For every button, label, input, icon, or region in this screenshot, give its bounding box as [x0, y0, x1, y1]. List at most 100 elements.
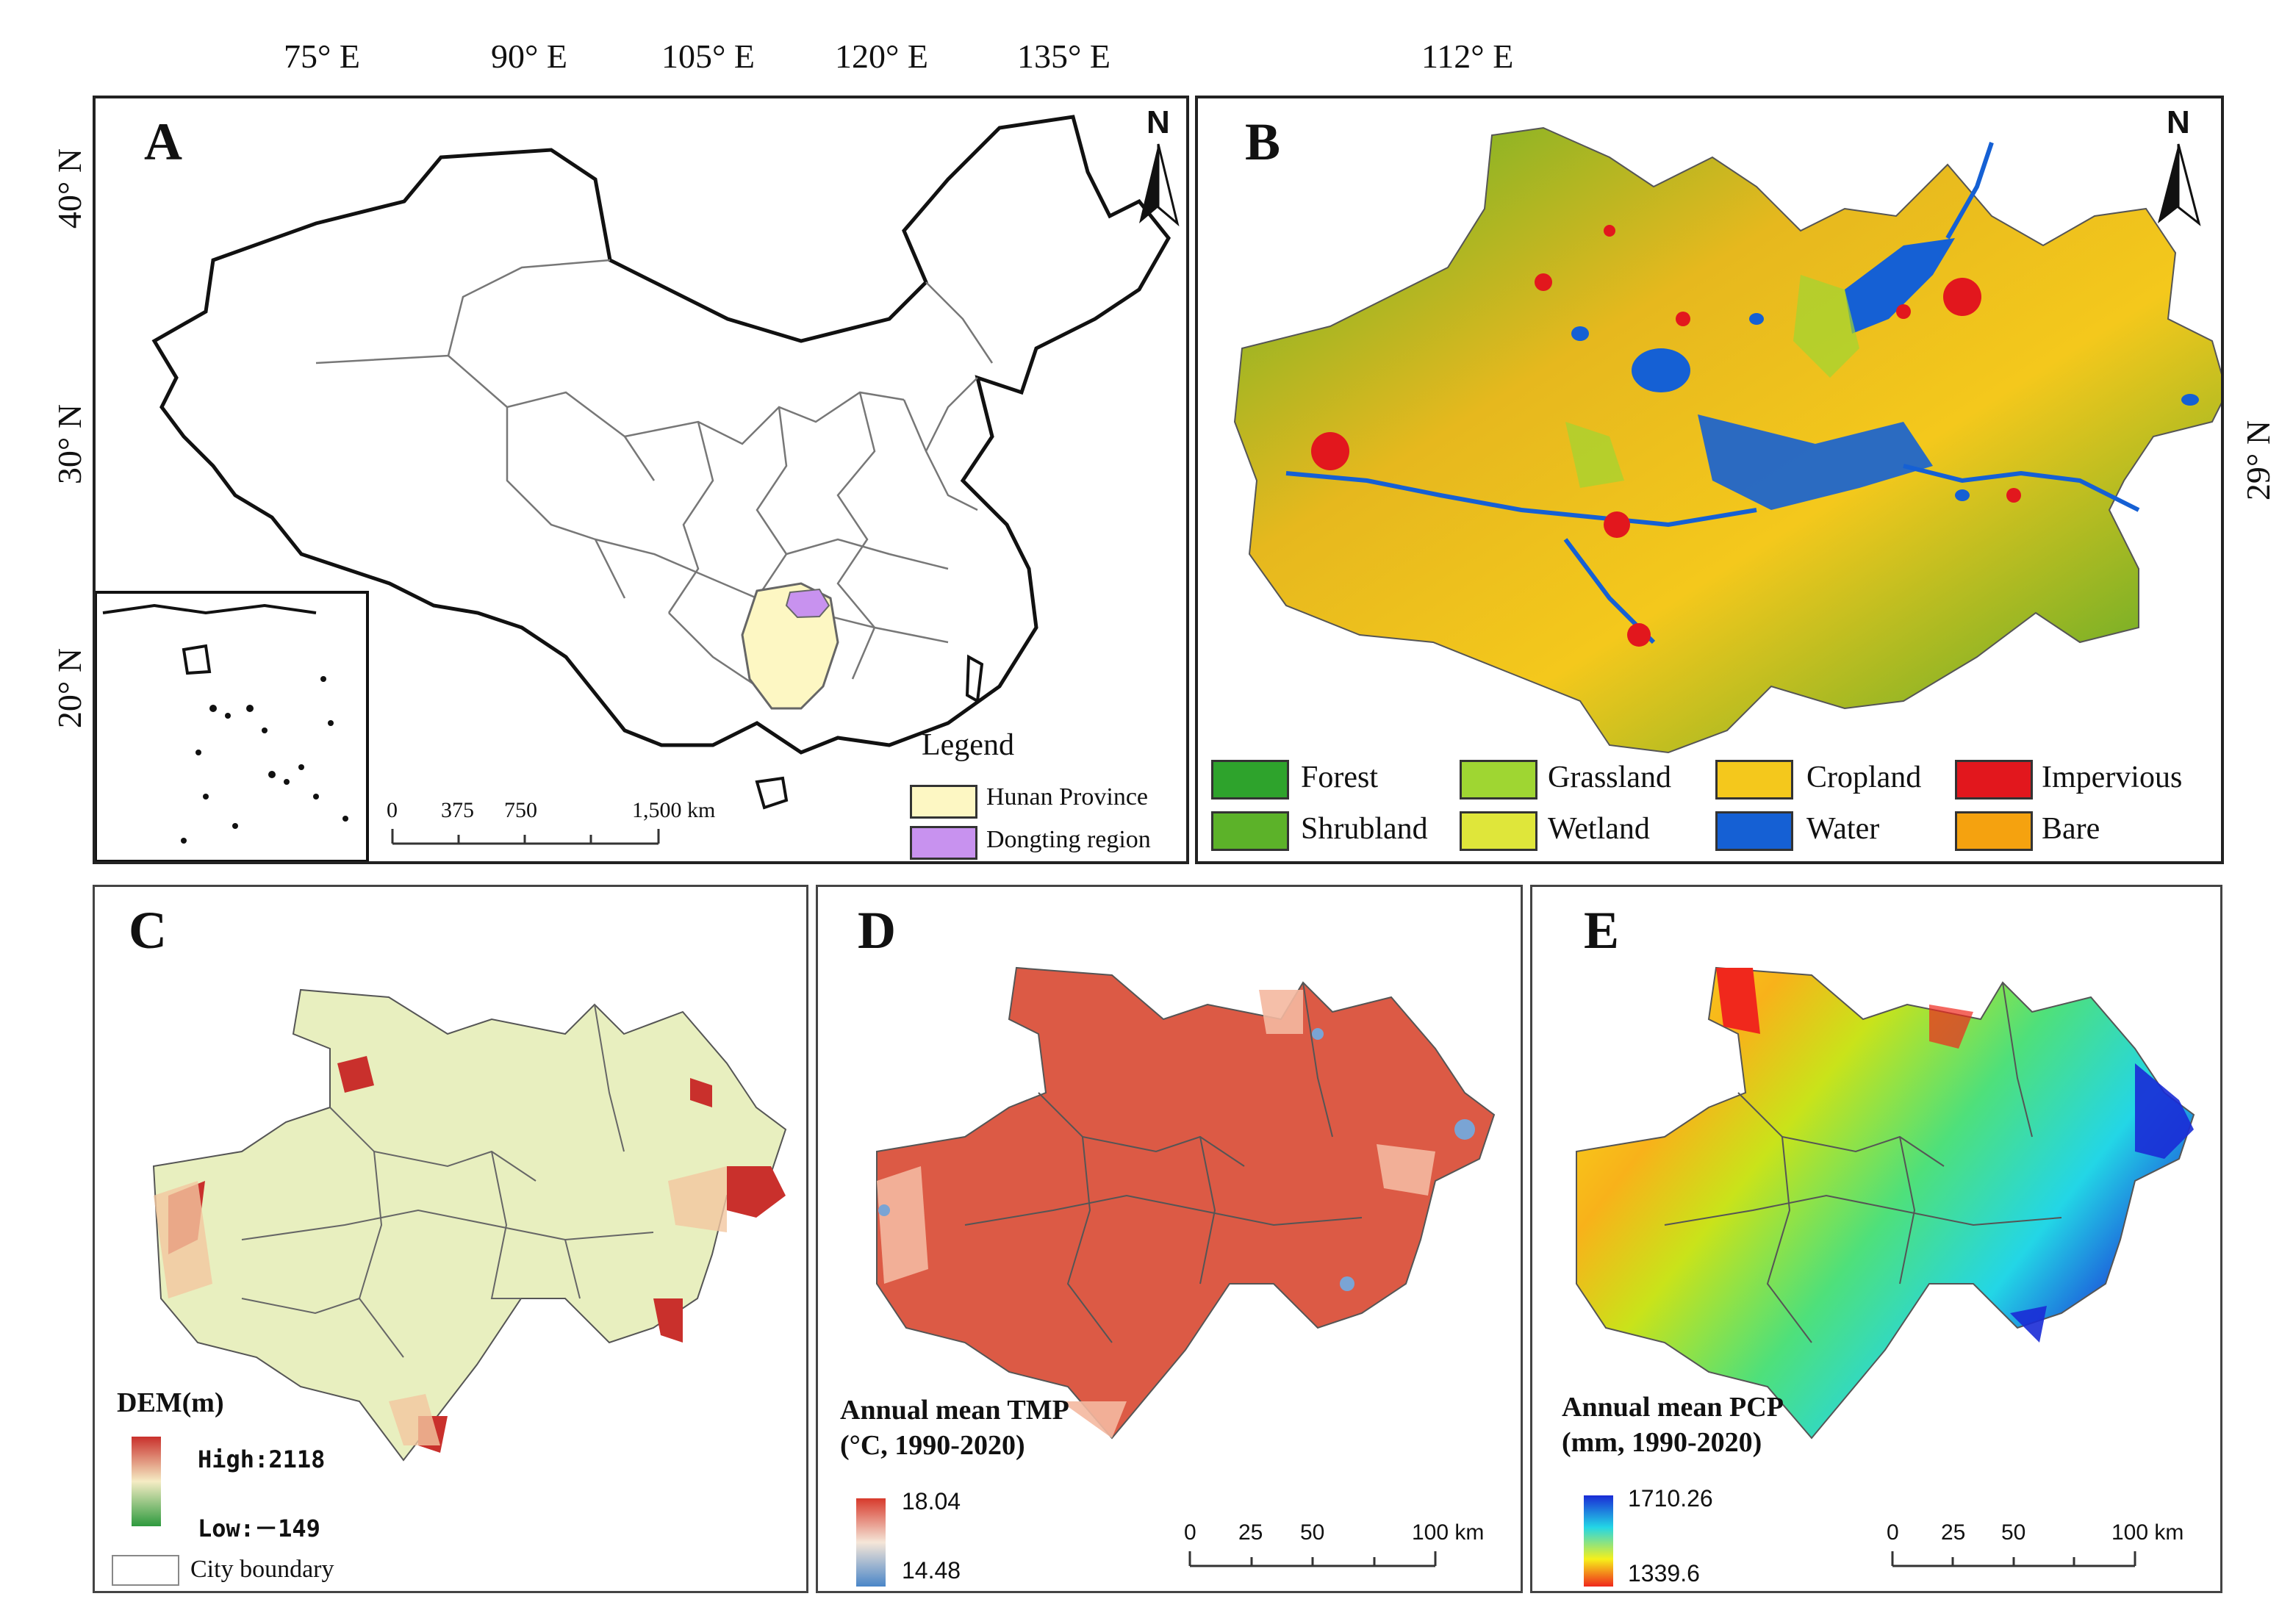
panel-a-north-arrow-shape: [1139, 143, 1180, 227]
legend-label-forest: Forest: [1301, 761, 1378, 794]
panel-e-label: E: [1584, 901, 1620, 960]
tmp-cooler-areas: [877, 990, 1435, 1438]
legend-swatch-forest: [1211, 760, 1289, 800]
inset-islands: [181, 676, 348, 844]
dem-low-value: Low:－149: [198, 1515, 320, 1542]
lon-label-120: 120° E: [835, 37, 928, 75]
panel-e-scale-bar: [1891, 1551, 2136, 1567]
legend-swatch-bare: [1955, 811, 2033, 851]
dem-high-value: High:2118: [198, 1445, 326, 1473]
legend-swatch-shrubland: [1211, 811, 1289, 851]
panel-a-scale-750: 750: [504, 798, 537, 822]
tmp-high-value: 18.04: [902, 1488, 961, 1515]
panel-a-scale-bar: [391, 829, 660, 845]
tmp-map-svg: [856, 966, 1496, 1587]
dem-region: [152, 988, 787, 1462]
tmp-legend-title-2: (°C, 1990-2020): [840, 1430, 1025, 1461]
panel-d-scale-25: 25: [1238, 1520, 1263, 1545]
panel-d-scale-50: 50: [1300, 1520, 1325, 1545]
lon-label-112: 112° E: [1421, 37, 1514, 75]
landuse-map-svg: [1233, 126, 2221, 754]
pcp-low-areas: [1716, 968, 1973, 1049]
panel-c-dem-map: C: [93, 885, 808, 1593]
lat-label-30: 30° N: [51, 403, 89, 485]
hainan-island: [755, 776, 789, 810]
panel-e-scale-50: 50: [2001, 1520, 2026, 1545]
dem-legend-title: DEM(m): [117, 1387, 224, 1418]
pcp-legend-title-2: (mm, 1990-2020): [1562, 1427, 1762, 1458]
legend-label-shrubland: Shrubland: [1301, 812, 1428, 846]
tmp-coldest-areas: [878, 1028, 1475, 1291]
panel-b-landuse-map: B: [1195, 96, 2224, 864]
panel-b-label: B: [1245, 112, 1281, 171]
panel-e-scale-100: 100 km: [2111, 1520, 2184, 1545]
pcp-high-value: 1710.26: [1628, 1485, 1713, 1512]
legend-label-bare: Bare: [2042, 812, 2100, 846]
wetland-grassland: [1565, 275, 1859, 488]
panel-d-scale-bar: [1188, 1551, 1437, 1567]
urban-areas: [1311, 225, 2021, 647]
dem-mid-elevation: [154, 1166, 727, 1445]
dem-city-boundaries: [241, 1004, 654, 1358]
panel-d-temperature-map: D: [816, 885, 1523, 1593]
legend-swatch-hunan: [910, 785, 977, 819]
legend-label-dongting: Dongting region: [986, 826, 1151, 853]
legend-label-cropland: Cropland: [1806, 761, 1922, 794]
panel-d-scale-100: 100 km: [1412, 1520, 1485, 1545]
legend-label-hunan: Hunan Province: [986, 783, 1149, 811]
pcp-legend-ramp: [1584, 1495, 1613, 1587]
panel-e-precipitation-map: E: [1530, 885, 2222, 1593]
pcp-legend-title-1: Annual mean PCP: [1562, 1392, 1784, 1423]
tmp-legend-title-1: Annual mean TMP: [840, 1395, 1069, 1426]
panel-e-scale-25: 25: [1941, 1520, 1966, 1545]
panel-a-scale-0: 0: [387, 798, 398, 822]
panel-a-scale-1500: 1,500 km: [632, 798, 716, 822]
south-china-sea-inset: [96, 591, 369, 861]
panel-a-china-map: A: [93, 96, 1189, 864]
tmp-legend-ramp: [856, 1498, 886, 1587]
lat-label-40: 40° N: [51, 148, 89, 229]
tmp-city-boundaries: [964, 982, 1363, 1343]
dongting-region: [785, 588, 830, 619]
city-boundary-label: City boundary: [190, 1556, 334, 1583]
legend-swatch-dongting: [910, 826, 977, 860]
china-map-svg: [96, 115, 1180, 861]
city-boundary-swatch: [112, 1555, 179, 1586]
panel-a-label: A: [144, 112, 182, 171]
dem-legend-ramp: [132, 1437, 161, 1526]
lat-label-20: 20° N: [51, 647, 89, 729]
panel-d-label: D: [858, 901, 896, 960]
legend-swatch-grassland: [1460, 760, 1537, 800]
lat-label-29: 29° N: [2239, 420, 2278, 501]
dem-map-svg: [112, 988, 787, 1586]
panel-a-scale-375: 375: [441, 798, 474, 822]
pcp-region: [1576, 966, 2195, 1440]
legend-label-water: Water: [1806, 812, 1880, 846]
china-outline: [151, 115, 1171, 755]
water-bodies: [1571, 238, 2199, 510]
lon-label-105: 105° E: [661, 37, 755, 75]
legend-swatch-water: [1715, 811, 1793, 851]
tmp-region: [876, 966, 1496, 1440]
pcp-low-value: 1339.6: [1628, 1560, 1700, 1587]
lon-label-135: 135° E: [1017, 37, 1110, 75]
pcp-city-boundaries: [1664, 982, 2062, 1343]
panel-d-scale-0: 0: [1184, 1520, 1196, 1545]
legend-swatch-impervious: [1955, 760, 2033, 800]
panel-e-scale-0: 0: [1887, 1520, 1899, 1545]
legend-swatch-cropland: [1715, 760, 1793, 800]
panel-b-north-label: N: [2167, 104, 2190, 140]
taiwan-island: [965, 654, 984, 704]
lon-label-90: 90° E: [491, 37, 567, 75]
panel-c-label: C: [129, 901, 167, 960]
pcp-high-areas: [2010, 1063, 2194, 1343]
panel-a-north-label: N: [1146, 104, 1170, 140]
legend-label-grassland: Grassland: [1548, 761, 1671, 794]
panel-a-legend-title: Legend: [922, 728, 1014, 762]
panel-b-north-arrow-shape: [2158, 143, 2201, 226]
tmp-low-value: 14.48: [902, 1557, 961, 1584]
pcp-map-svg: [1576, 966, 2195, 1587]
legend-label-wetland: Wetland: [1548, 812, 1650, 846]
legend-swatch-wetland: [1460, 811, 1537, 851]
lon-label-75: 75° E: [284, 37, 360, 75]
